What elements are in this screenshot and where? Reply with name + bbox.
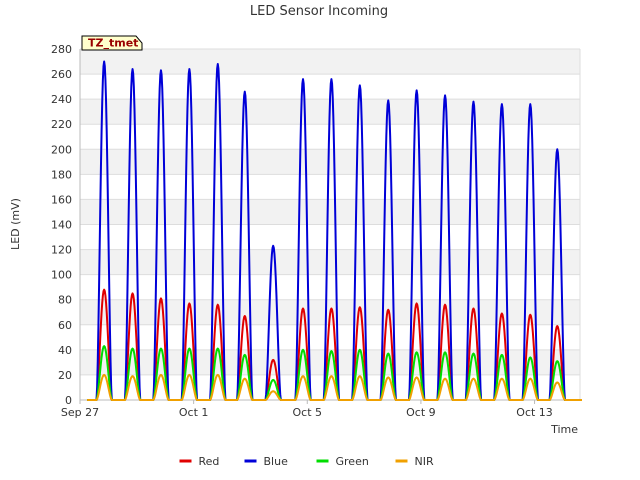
y-tick-label: 120 [51, 244, 72, 257]
y-tick-label: 200 [51, 143, 72, 156]
site-tag-label: TZ_tmet [88, 37, 138, 50]
y-tick-label: 40 [58, 344, 72, 357]
y-tick-label: 0 [65, 394, 72, 407]
y-tick-label: 100 [51, 269, 72, 282]
y-tick-label: 260 [51, 68, 72, 81]
y-axis-ticks: 0 20 40 60 80 100 120 140 160 180 200 220 240 260 280 [51, 43, 72, 407]
y-tick-label: 20 [58, 369, 72, 382]
series-line-green [87, 345, 582, 401]
x-tick-label: Oct 5 [293, 406, 323, 419]
series-layer [87, 60, 582, 401]
legend-label-blue: Blue [264, 455, 289, 468]
legend-label-red: Red [199, 455, 220, 468]
legend: Red Blue Green NIR [179, 455, 434, 468]
y-tick-label: 160 [51, 193, 72, 206]
plot-band [80, 199, 580, 225]
x-tick-label: Oct 9 [406, 406, 436, 419]
legend-label-nir: NIR [415, 455, 434, 468]
y-tick-label: 180 [51, 168, 72, 181]
site-tag-box [81, 35, 143, 51]
x-axis-label: Time [550, 423, 578, 436]
y-tick-label: 140 [51, 219, 72, 232]
series-line-red [87, 288, 582, 401]
legend-label-green: Green [336, 455, 369, 468]
y-tick-label: 80 [58, 294, 72, 307]
y-tick-label: 240 [51, 93, 72, 106]
x-tick-label: Oct 13 [516, 406, 553, 419]
y-tick-label: 280 [51, 43, 72, 56]
x-tick-label: Oct 1 [179, 406, 209, 419]
chart-title: LED Sensor Incoming [250, 4, 388, 19]
y-tick-label: 220 [51, 118, 72, 131]
series-line-nir [87, 373, 582, 401]
plot-band [80, 49, 580, 75]
x-tick-label: Sep 27 [61, 406, 99, 419]
plot-band [80, 249, 580, 275]
y-tick-label: 60 [58, 319, 72, 332]
y-axis-label: LED (mV) [9, 198, 22, 250]
x-axis-ticks: Sep 27 Oct 1 Oct 5 Oct 9 Oct 13 [61, 400, 553, 419]
series-line-blue [87, 60, 582, 401]
site-tag: TZ_tmet [81, 35, 143, 51]
plot-band [80, 224, 580, 250]
